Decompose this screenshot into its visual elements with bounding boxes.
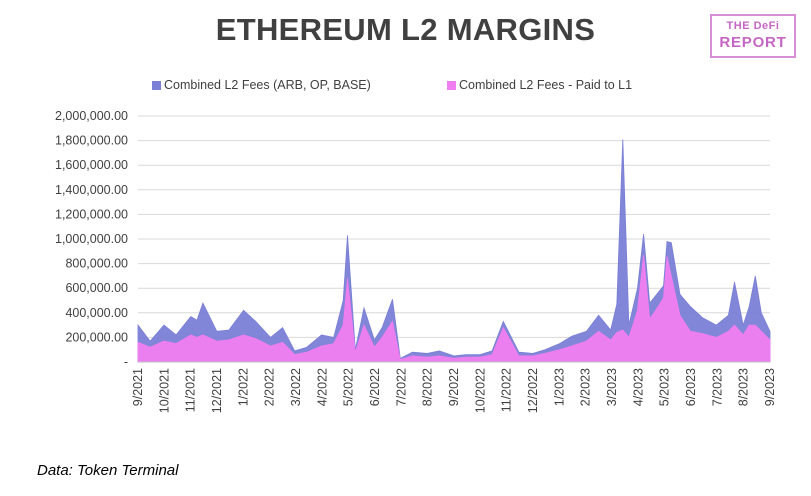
x-tick-label: 9/2023 bbox=[763, 368, 777, 406]
y-tick-label: 1,800,000.00 bbox=[55, 134, 128, 148]
chart-legend: Combined L2 Fees (ARB, OP, BASE) Combine… bbox=[0, 78, 811, 96]
y-tick-label: 1,600,000.00 bbox=[55, 158, 128, 172]
x-tick-label: 4/2022 bbox=[315, 368, 329, 406]
legend-swatch-total-fees bbox=[152, 81, 161, 90]
y-tick-label: 400,000.00 bbox=[65, 306, 128, 320]
y-tick-label: 1,400,000.00 bbox=[55, 183, 128, 197]
x-tick-label: 2/2022 bbox=[263, 368, 277, 406]
legend-label-total-fees: Combined L2 Fees (ARB, OP, BASE) bbox=[164, 78, 371, 92]
legend-swatch-paid-to-l1 bbox=[447, 81, 456, 90]
y-tick-label: 1,200,000.00 bbox=[55, 207, 128, 221]
legend-label-paid-to-l1: Combined L2 Fees - Paid to L1 bbox=[459, 78, 633, 92]
x-tick-label: 4/2023 bbox=[631, 368, 645, 406]
x-tick-label: 6/2023 bbox=[684, 368, 698, 406]
series-area-paid-to-l1 bbox=[137, 254, 771, 363]
legend-item-total-fees: Combined L2 Fees (ARB, OP, BASE) bbox=[152, 78, 371, 92]
x-tick-label: 7/2022 bbox=[394, 368, 408, 406]
chart-title: ETHEREUM L2 MARGINS bbox=[215, 12, 596, 47]
legend-item-paid-to-l1: Combined L2 Fees - Paid to L1 bbox=[447, 78, 632, 92]
x-tick-label: 9/2021 bbox=[131, 368, 145, 406]
x-tick-label: 3/2022 bbox=[289, 368, 303, 406]
y-tick-label: 2,000,000.00 bbox=[55, 109, 128, 123]
x-tick-label: 1/2023 bbox=[552, 368, 566, 406]
x-tick-label: 11/2022 bbox=[500, 368, 514, 412]
source-note: Data: Token Terminal bbox=[37, 462, 179, 479]
x-tick-label: 3/2023 bbox=[605, 368, 619, 406]
x-tick-label: 8/2023 bbox=[737, 368, 751, 406]
x-tick-label: 2/2023 bbox=[579, 368, 593, 406]
x-tick-label: 6/2022 bbox=[368, 368, 382, 406]
x-tick-label: 8/2022 bbox=[421, 368, 435, 406]
x-tick-label: 10/2022 bbox=[473, 368, 487, 413]
x-tick-label: 11/2021 bbox=[184, 368, 198, 412]
y-tick-label: - bbox=[124, 355, 128, 369]
y-tick-label: 600,000.00 bbox=[65, 281, 128, 295]
defi-report-logo: THE DeFi REPORT bbox=[710, 14, 796, 58]
x-tick-label: 10/2021 bbox=[157, 368, 171, 413]
x-tick-label: 12/2021 bbox=[210, 368, 224, 413]
x-tick-label: 7/2023 bbox=[710, 368, 724, 406]
y-tick-label: 200,000.00 bbox=[65, 330, 128, 344]
x-tick-label: 12/2022 bbox=[526, 368, 540, 413]
x-tick-label: 5/2022 bbox=[342, 368, 356, 406]
y-tick-label: 800,000.00 bbox=[65, 257, 128, 271]
x-tick-label: 9/2022 bbox=[447, 368, 461, 406]
x-tick-label: 1/2022 bbox=[236, 368, 250, 406]
y-tick-label: 1,000,000.00 bbox=[55, 232, 128, 246]
x-tick-label: 5/2023 bbox=[658, 368, 672, 406]
